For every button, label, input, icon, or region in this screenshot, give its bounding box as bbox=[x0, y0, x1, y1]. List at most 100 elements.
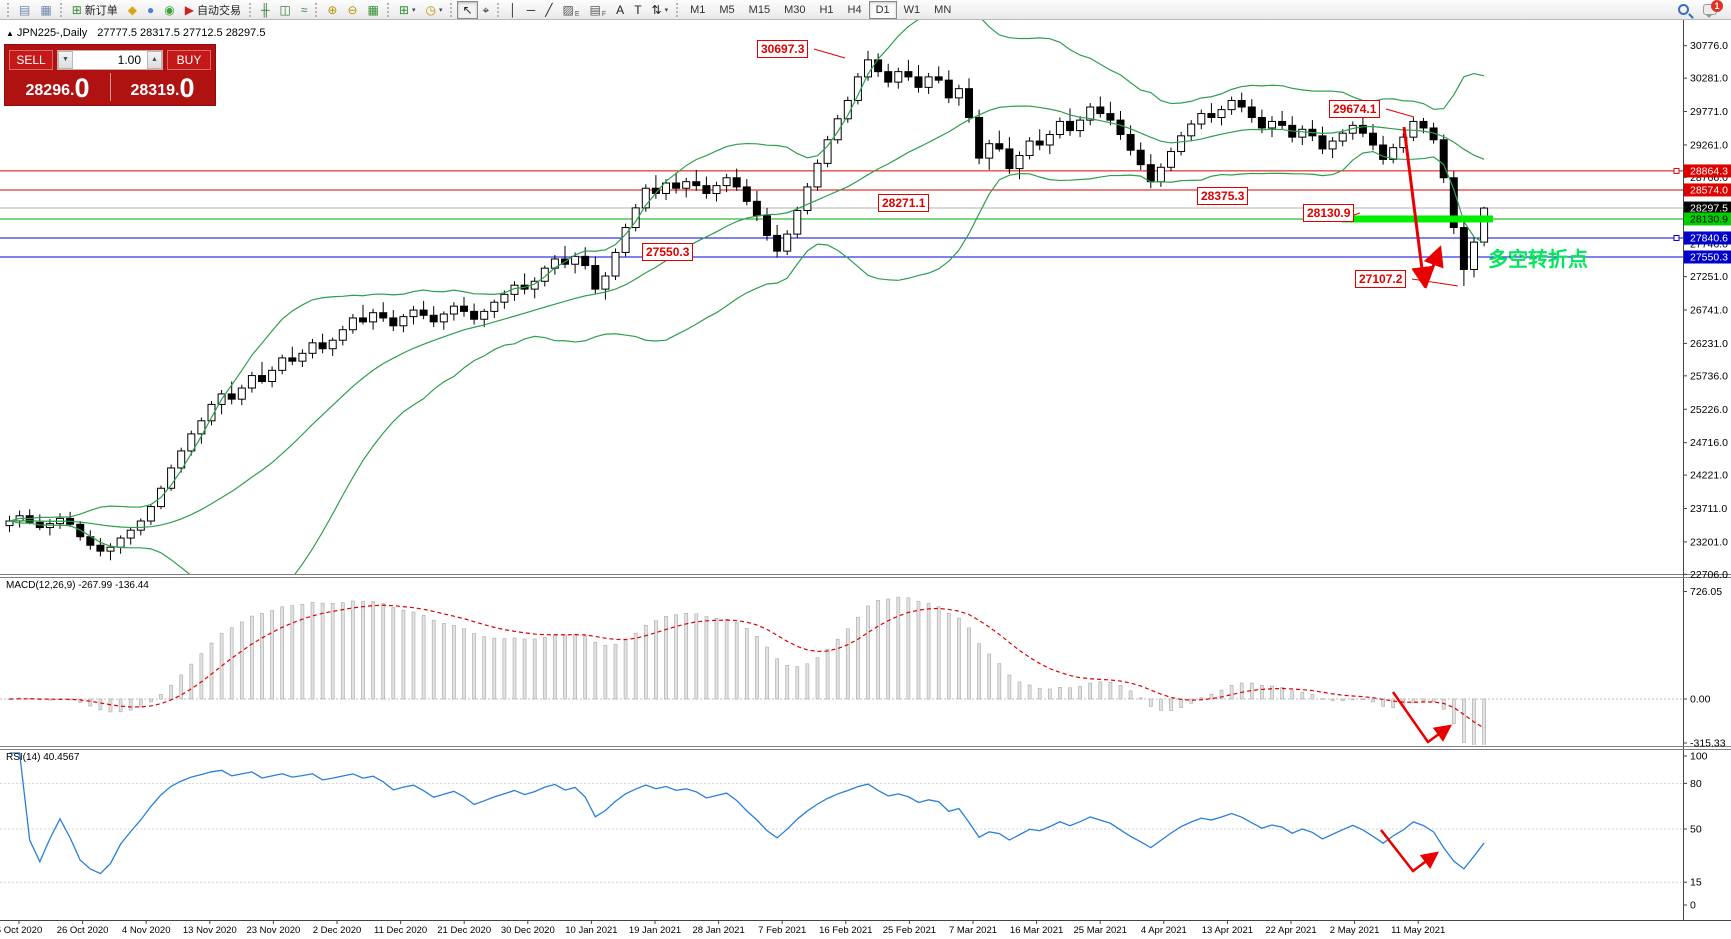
cursor-icon[interactable]: ↖ bbox=[457, 0, 478, 19]
data-window-icon[interactable]: ▦ bbox=[40, 2, 52, 17]
svg-text:28574.0: 28574.0 bbox=[1690, 184, 1728, 196]
macd-axis[interactable]: 726.05 0.00 -315.33 bbox=[1683, 586, 1726, 750]
timeframe-w1[interactable]: W1 bbox=[903, 3, 921, 16]
price-callout[interactable]: 27107.2 bbox=[1355, 270, 1407, 288]
equidistant-channel-icon[interactable]: ▨ E bbox=[562, 2, 580, 18]
svg-text:0.00: 0.00 bbox=[1690, 694, 1711, 706]
svg-text:29261.0: 29261.0 bbox=[1690, 139, 1728, 151]
volume-increase-button[interactable]: ▲ bbox=[147, 50, 162, 69]
rsi-axis[interactable]: 100 80 50 15 0 bbox=[1683, 751, 1708, 912]
tile-windows-icon[interactable]: ▦ bbox=[367, 2, 379, 17]
new-chart-icon[interactable]: ⊞ ▾ bbox=[398, 2, 416, 17]
new-order-button[interactable]: ⊞ 新订单 bbox=[71, 2, 118, 17]
toolbar-grip bbox=[450, 2, 454, 17]
price-callout[interactable]: 30697.3 bbox=[757, 40, 809, 58]
zoom-out-icon[interactable]: ⊖ bbox=[347, 2, 358, 17]
macd-panel[interactable] bbox=[7, 596, 1486, 752]
timeframe-d1[interactable]: D1 bbox=[868, 0, 897, 19]
svg-text:2 May 2021: 2 May 2021 bbox=[1330, 925, 1380, 936]
text-icon[interactable]: A bbox=[616, 2, 625, 17]
price-callout[interactable]: 28271.1 bbox=[878, 194, 930, 212]
candlestick-chart-icon[interactable]: ◫ bbox=[279, 2, 291, 17]
period-icon[interactable]: ◷ ▾ bbox=[425, 2, 443, 17]
macd-label: MACD(12,26,9) -267.99 -136.44 bbox=[6, 580, 149, 591]
symbol-marker-icon: ▲ bbox=[6, 29, 14, 38]
autotrading-button[interactable]: ▶ 自动交易 bbox=[184, 2, 241, 17]
svg-text:28 Jan 2021: 28 Jan 2021 bbox=[692, 925, 744, 936]
volume-decrease-button[interactable]: ▼ bbox=[58, 50, 73, 69]
svg-text:30 Dec 2020: 30 Dec 2020 bbox=[501, 925, 555, 936]
svg-text:22706.0: 22706.0 bbox=[1690, 569, 1728, 581]
price-callout[interactable]: 29674.1 bbox=[1329, 100, 1381, 118]
timeframe-m1[interactable]: M1 bbox=[690, 3, 706, 16]
text-label-icon[interactable]: T bbox=[634, 2, 642, 17]
chart-window-icon[interactable]: ▤ bbox=[19, 2, 31, 17]
crosshair-icon[interactable]: ⌖ bbox=[482, 2, 490, 17]
svg-text:23 Nov 2020: 23 Nov 2020 bbox=[246, 925, 300, 936]
line-drag-handle bbox=[1673, 167, 1680, 174]
trendline-icon[interactable]: ╱ bbox=[545, 2, 553, 17]
time-axis[interactable]: 6 Oct 2020 26 Oct 2020 4 Nov 2020 13 Nov 20… bbox=[0, 920, 1445, 936]
one-click-trading-panel: SELL ▼ 1.00 ▲ BUY 28296. 0 28319. 0 bbox=[5, 45, 215, 105]
svg-text:80: 80 bbox=[1690, 778, 1702, 790]
search-icon[interactable] bbox=[1678, 4, 1689, 15]
timeframe-h4[interactable]: H4 bbox=[847, 3, 862, 16]
timeframe-m5[interactable]: M5 bbox=[719, 3, 735, 16]
svg-text:7 Feb 2021: 7 Feb 2021 bbox=[758, 925, 806, 936]
svg-text:25 Feb 2021: 25 Feb 2021 bbox=[883, 925, 936, 936]
svg-text:50: 50 bbox=[1690, 824, 1702, 836]
svg-text:11 Dec 2020: 11 Dec 2020 bbox=[374, 925, 427, 936]
market-icon[interactable]: ● bbox=[146, 2, 155, 17]
svg-text:26231.0: 26231.0 bbox=[1690, 338, 1728, 350]
sell-button[interactable]: SELL bbox=[9, 49, 53, 70]
main-chart[interactable] bbox=[0, 1, 1683, 599]
svg-text:27550.3: 27550.3 bbox=[1690, 251, 1728, 263]
svg-text:2 Dec 2020: 2 Dec 2020 bbox=[313, 925, 362, 936]
timeframe-mn[interactable]: MN bbox=[934, 3, 952, 16]
svg-text:24716.0: 24716.0 bbox=[1690, 437, 1728, 449]
bar-chart-icon[interactable]: ╫ bbox=[260, 2, 270, 17]
price-callout[interactable]: 28375.3 bbox=[1197, 187, 1249, 205]
price-badge: 28574.0 bbox=[1684, 183, 1731, 197]
svg-text:16 Feb 2021: 16 Feb 2021 bbox=[819, 925, 872, 936]
price-axis[interactable]: 30776.030281.029771.029261.028766.027746… bbox=[1683, 40, 1728, 581]
svg-text:23201.0: 23201.0 bbox=[1690, 536, 1728, 548]
svg-text:0: 0 bbox=[1690, 900, 1696, 912]
main-toolbar: ▤ ▦ ⊞ 新订单 ◆ ● ◉ ▶ 自动交易 ╫ ◫ ≈ ⊕ ⊖ ▦ ⊞ ▾ ◷ ▾ ↖ ⌖ │ ─ ╱ ▨ E ▤ F A T ⇅ ▾ M1 M… bbox=[0, 0, 1731, 20]
price-callout[interactable]: 28130.9 bbox=[1303, 204, 1355, 222]
svg-text:-315.33: -315.33 bbox=[1690, 738, 1726, 750]
svg-text:28130.9: 28130.9 bbox=[1690, 213, 1728, 225]
arrows-icon[interactable]: ⇅ ▾ bbox=[651, 2, 669, 17]
volume-value[interactable]: 1.00 bbox=[117, 52, 141, 67]
volume-stepper: ▼ 1.00 ▲ bbox=[57, 49, 163, 70]
svg-text:100: 100 bbox=[1690, 751, 1708, 763]
svg-text:11 May 2021: 11 May 2021 bbox=[1391, 925, 1445, 936]
chart-note-text[interactable]: 多空转折点 bbox=[1488, 249, 1588, 271]
symbol-period: JPN225-,Daily bbox=[16, 27, 88, 39]
timeframe-m15[interactable]: M15 bbox=[748, 3, 771, 16]
timeframe-h1[interactable]: H1 bbox=[819, 3, 834, 16]
buy-price[interactable]: 28319. 0 bbox=[130, 73, 195, 103]
metaeditor-icon[interactable]: ◆ bbox=[127, 2, 137, 17]
signals-icon[interactable]: ◉ bbox=[164, 2, 175, 17]
svg-text:4 Apr 2021: 4 Apr 2021 bbox=[1141, 925, 1187, 936]
drawn-arrows[interactable] bbox=[1380, 126, 1453, 873]
sell-price[interactable]: 28296. 0 bbox=[25, 73, 90, 103]
vertical-line-icon[interactable]: │ bbox=[509, 2, 517, 17]
chart-title: ▲ JPN225-,Daily 27777.5 28317.5 27712.5 28… bbox=[6, 27, 265, 39]
line-chart-icon[interactable]: ≈ bbox=[300, 2, 308, 17]
svg-text:25736.0: 25736.0 bbox=[1690, 370, 1728, 382]
svg-text:23711.0: 23711.0 bbox=[1690, 503, 1727, 515]
price-badge: 27550.3 bbox=[1684, 250, 1731, 264]
horizontal-line-icon[interactable]: ─ bbox=[526, 2, 536, 17]
fibonacci-icon[interactable]: ▤ F bbox=[589, 2, 607, 18]
chat-icon[interactable]: 1 bbox=[1703, 0, 1723, 18]
zoom-in-icon[interactable]: ⊕ bbox=[327, 2, 338, 17]
timeframe-m30[interactable]: M30 bbox=[784, 3, 806, 16]
buy-button[interactable]: BUY bbox=[167, 49, 211, 70]
svg-text:26741.0: 26741.0 bbox=[1690, 305, 1728, 317]
rsi-panel[interactable] bbox=[9, 752, 1485, 875]
price-callout[interactable]: 27550.3 bbox=[642, 243, 694, 261]
svg-text:7 Mar 2021: 7 Mar 2021 bbox=[949, 925, 997, 936]
